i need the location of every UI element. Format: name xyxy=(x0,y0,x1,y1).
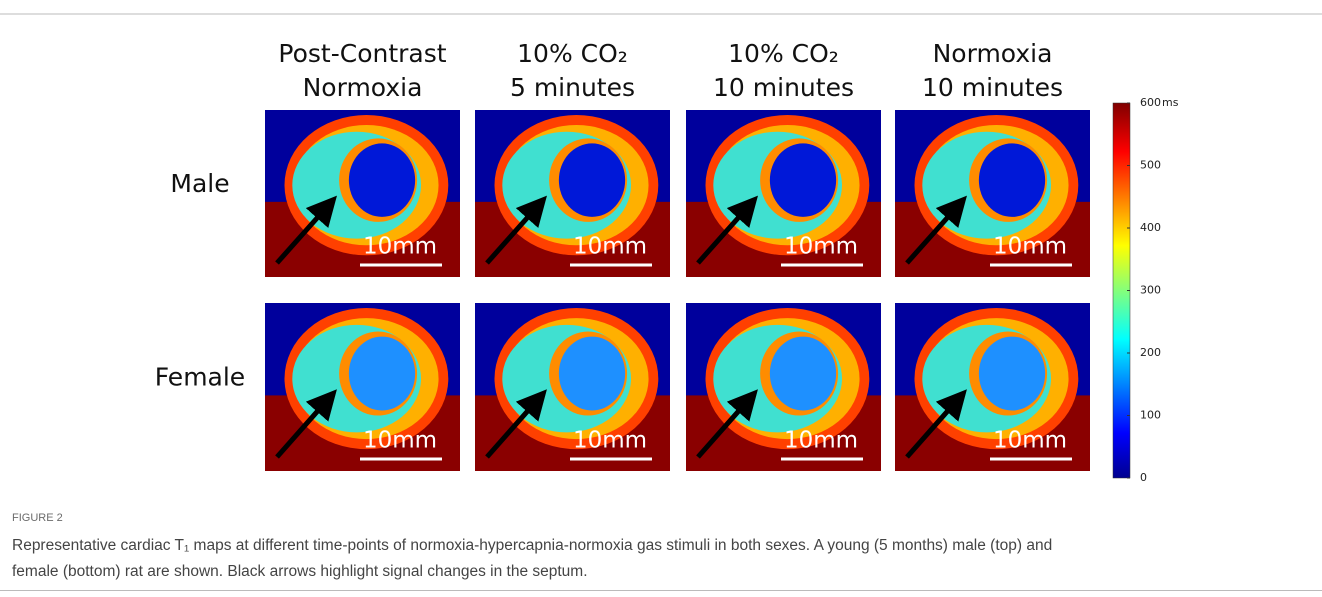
map-core xyxy=(349,143,415,216)
map-core xyxy=(770,143,836,216)
colorbar-tick-label: 300 xyxy=(1140,284,1161,297)
scale-bar-label: 10mm xyxy=(784,428,858,454)
map-panel: 10mm xyxy=(475,110,670,277)
column-header: 10% CO₂ xyxy=(517,39,628,68)
map-core xyxy=(559,337,625,411)
caption-line: female (bottom) rat are shown. Black arr… xyxy=(12,563,588,581)
colorbar-tick-label: 100 xyxy=(1140,409,1161,422)
column-header: 10% CO₂ xyxy=(728,39,839,68)
map-panel: 10mm xyxy=(895,110,1090,277)
scale-bar-label: 10mm xyxy=(363,234,437,260)
map-core xyxy=(559,143,625,216)
column-header: 5 minutes xyxy=(510,73,635,102)
scale-bar-label: 10mm xyxy=(363,428,437,454)
map-core xyxy=(979,143,1045,216)
caption-line: Representative cardiac T₁ maps at differ… xyxy=(12,537,1052,555)
column-header: Normoxia xyxy=(303,73,423,102)
map-panel: 10mm xyxy=(686,110,881,277)
scale-bar-label: 10mm xyxy=(993,234,1067,260)
row-label: Female xyxy=(155,363,245,392)
colorbar-tick-label: 0 xyxy=(1140,471,1147,484)
scale-bar-label: 10mm xyxy=(573,234,647,260)
figure: Post-Contrast Normoxia 10% CO₂ 5 minutes 10%… xyxy=(0,0,1322,500)
map-panel: 10mm xyxy=(895,303,1090,471)
column-header: 10 minutes xyxy=(922,73,1063,102)
colorbar-tick-label: 400 xyxy=(1140,221,1161,234)
scale-bar-label: 10mm xyxy=(784,234,858,260)
colorbar-tick-label: 200 xyxy=(1140,346,1161,359)
column-header: Post-Contrast xyxy=(278,39,446,68)
scale-bar-label: 10mm xyxy=(573,428,647,454)
colorbar-tick-label: 600 xyxy=(1140,96,1161,109)
caption-label: FIGURE 2 xyxy=(12,512,63,524)
row-label: Male xyxy=(170,169,229,198)
map-panel: 10mm xyxy=(686,303,881,471)
map-core xyxy=(770,337,836,411)
column-header: 10 minutes xyxy=(713,73,854,102)
map-panel: 10mm xyxy=(265,303,460,471)
map-core xyxy=(979,337,1045,411)
colorbar-unit: ms xyxy=(1162,96,1179,109)
column-header: Normoxia xyxy=(933,39,1053,68)
map-panel: 10mm xyxy=(475,303,670,471)
colorbar-tick-label: 500 xyxy=(1140,159,1161,172)
map-panel: 10mm xyxy=(265,110,460,277)
map-core xyxy=(349,337,415,411)
page: Post-Contrast Normoxia 10% CO₂ 5 minutes 10%… xyxy=(0,0,1322,597)
scale-bar-label: 10mm xyxy=(993,428,1067,454)
bottom-rule xyxy=(0,590,1322,591)
